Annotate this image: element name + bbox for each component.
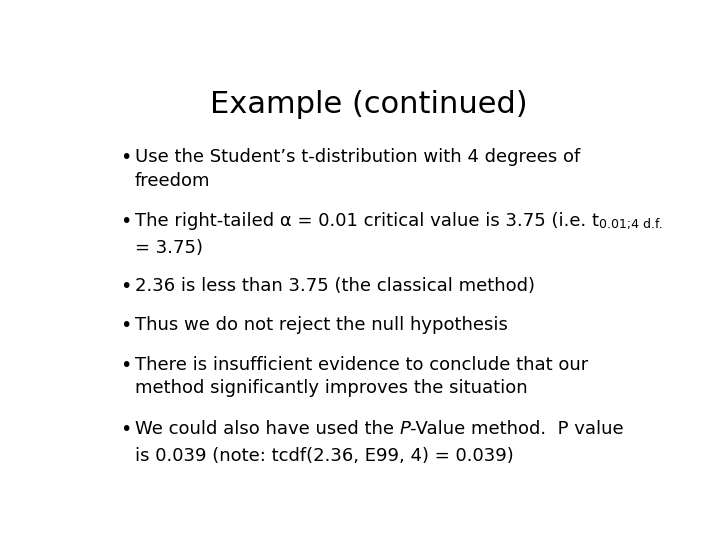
Text: We could also have used the: We could also have used the bbox=[135, 420, 400, 438]
Text: The right-tailed α = 0.01 critical value is 3.75 (i.e. t: The right-tailed α = 0.01 critical value… bbox=[135, 212, 598, 231]
Text: •: • bbox=[120, 148, 132, 167]
Text: •: • bbox=[120, 356, 132, 375]
Text: •: • bbox=[120, 316, 132, 335]
Text: 0.01;4 d.f.: 0.01;4 d.f. bbox=[598, 218, 662, 231]
Text: •: • bbox=[120, 212, 132, 232]
Text: •: • bbox=[120, 277, 132, 296]
Text: P: P bbox=[400, 420, 410, 438]
Text: -Value method.  P value: -Value method. P value bbox=[410, 420, 624, 438]
Text: There is insufficient evidence to conclude that our
method significantly improve: There is insufficient evidence to conclu… bbox=[135, 356, 588, 397]
Text: •: • bbox=[120, 420, 132, 440]
Text: = 3.75): = 3.75) bbox=[135, 239, 202, 257]
Text: Example (continued): Example (continued) bbox=[210, 90, 528, 119]
Text: 2.36 is less than 3.75 (the classical method): 2.36 is less than 3.75 (the classical me… bbox=[135, 277, 535, 295]
Text: is 0.039 (note: tcdf(2.36, E99, 4) = 0.039): is 0.039 (note: tcdf(2.36, E99, 4) = 0.0… bbox=[135, 447, 513, 465]
Text: Thus we do not reject the null hypothesis: Thus we do not reject the null hypothesi… bbox=[135, 316, 508, 334]
Text: Use the Student’s t-distribution with 4 degrees of
freedom: Use the Student’s t-distribution with 4 … bbox=[135, 148, 580, 190]
